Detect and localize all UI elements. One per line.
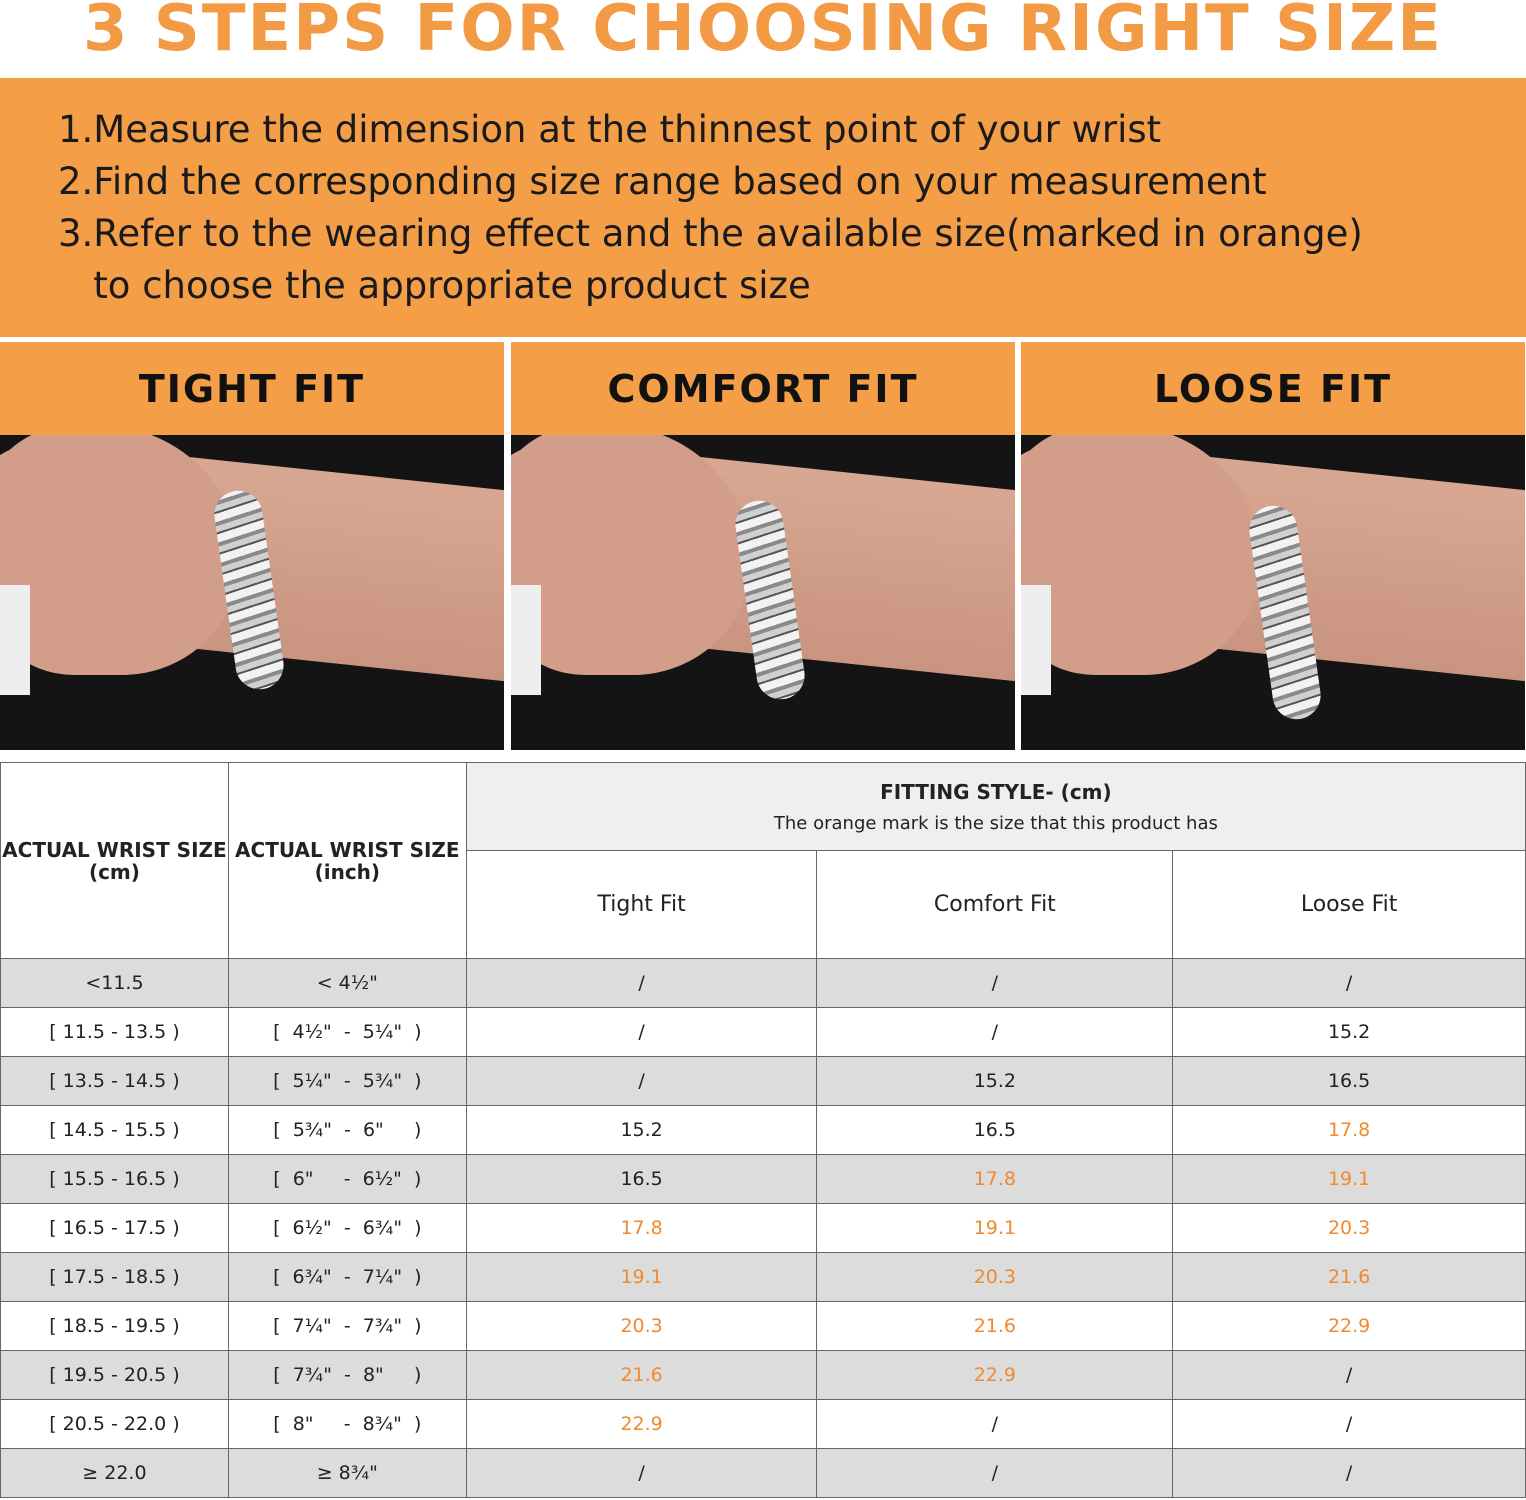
cell-tight: 19.1 <box>465 1252 818 1302</box>
cell-tight: 22.9 <box>465 1399 818 1449</box>
steps-banner: 1.Measure the dimension at the thinnest … <box>0 78 1526 337</box>
table-row: [ 15.5 - 16.5 )[ 6" - 6½" ) 16.5 17.8 19.1 <box>0 1154 1526 1204</box>
cell-loose: 22.9 <box>1172 1301 1526 1351</box>
cell-comfort: 20.3 <box>816 1252 1174 1302</box>
table-row: [ 19.5 - 20.5 )[ 7¾" - 8" ) 21.6 22.9/ <box>0 1350 1526 1400</box>
cell-comfort: 15.2 <box>816 1056 1174 1106</box>
cell-comfort: 17.8 <box>816 1154 1174 1204</box>
cell-tight: / <box>465 1007 818 1057</box>
cell-inch: < 4½" <box>227 958 467 1008</box>
cell-loose: 20.3 <box>1172 1203 1526 1253</box>
cell-inch: [ 5¾" - 6" ) <box>227 1105 467 1155</box>
table-row: [ 17.5 - 18.5 )[ 6¾" - 7¼" ) 19.1 20.3 21.6 <box>0 1252 1526 1302</box>
page-title: 3 STEPS FOR CHOOSING RIGHT SIZE <box>82 0 1444 66</box>
cell-inch: [ 5¼" - 5¾" ) <box>227 1056 467 1106</box>
cell-loose: 21.6 <box>1172 1252 1526 1302</box>
cell-cm: [ 14.5 - 15.5 ) <box>0 1105 229 1155</box>
cell-tight: 20.3 <box>465 1301 818 1351</box>
header-comfort: Comfort Fit <box>816 850 1174 959</box>
step-2: 2.Find the corresponding size range base… <box>58 160 1267 203</box>
fit-label: COMFORT FIT <box>511 342 1015 435</box>
cell-cm: [ 13.5 - 14.5 ) <box>0 1056 229 1106</box>
cell-comfort: 22.9 <box>816 1350 1174 1400</box>
cell-cm: [ 19.5 - 20.5 ) <box>0 1350 229 1400</box>
cell-comfort: / <box>816 1399 1174 1449</box>
cell-cm: [ 15.5 - 16.5 ) <box>0 1154 229 1204</box>
cell-tight: / <box>465 958 818 1008</box>
cell-inch: [ 6¾" - 7¼" ) <box>227 1252 467 1302</box>
fit-label: LOOSE FIT <box>1021 342 1525 435</box>
fit-panel-loose: LOOSE FIT <box>1021 342 1525 750</box>
cell-inch: [ 7¾" - 8" ) <box>227 1350 467 1400</box>
table-row: <11.5 < 4½" / / / <box>0 958 1526 1008</box>
cell-loose: / <box>1172 1399 1526 1449</box>
table-row: [ 18.5 - 19.5 )[ 7¼" - 7¾" ) 20.3 21.6 22.9 <box>0 1301 1526 1351</box>
cell-loose: / <box>1172 958 1526 1008</box>
fit-label: TIGHT FIT <box>0 342 504 435</box>
fit-panel-comfort: COMFORT FIT <box>511 342 1015 750</box>
cell-loose: 19.1 <box>1172 1154 1526 1204</box>
cell-comfort: / <box>816 1007 1174 1057</box>
cell-cm: [ 17.5 - 18.5 ) <box>0 1252 229 1302</box>
cell-comfort: 16.5 <box>816 1105 1174 1155</box>
cell-cm: [ 16.5 - 17.5 ) <box>0 1203 229 1253</box>
table-row: [ 13.5 - 14.5 )[ 5¼" - 5¾" )/15.2 16.5 <box>0 1056 1526 1106</box>
header-tight: Tight Fit <box>465 850 818 959</box>
table-row: [ 16.5 - 17.5 )[ 6½" - 6¾" ) 17.8 19.1 20.3 <box>0 1203 1526 1253</box>
cell-inch: [ 8" - 8¾" ) <box>227 1399 467 1449</box>
table-row: ≥ 22.0 ≥ 8¾" / / / <box>0 1448 1526 1498</box>
cell-tight: / <box>465 1056 818 1106</box>
wrist-photo <box>1021 435 1525 750</box>
fit-panel-tight: TIGHT FIT <box>0 342 504 750</box>
wrist-photo <box>0 435 504 750</box>
cell-cm: <11.5 <box>0 958 229 1008</box>
cell-cm: ≥ 22.0 <box>0 1448 229 1498</box>
cell-tight: 15.2 <box>465 1105 818 1155</box>
cell-inch: [ 4½" - 5¼" ) <box>227 1007 467 1057</box>
size-table: ACTUAL WRIST SIZE (cm) ACTUAL WRIST SIZE(… <box>0 762 1526 1498</box>
cell-loose: 17.8 <box>1172 1105 1526 1155</box>
cell-loose: 15.2 <box>1172 1007 1526 1057</box>
cell-inch: [ 7¼" - 7¾" ) <box>227 1301 467 1351</box>
table-row: [ 14.5 - 15.5 )[ 5¾" - 6" ) 15.2 16.5 17.8 <box>0 1105 1526 1155</box>
cell-cm: [ 18.5 - 19.5 ) <box>0 1301 229 1351</box>
cell-comfort: 21.6 <box>816 1301 1174 1351</box>
cell-inch: [ 6" - 6½" ) <box>227 1154 467 1204</box>
cell-tight: 16.5 <box>465 1154 818 1204</box>
cell-tight: 21.6 <box>465 1350 818 1400</box>
cell-loose: / <box>1172 1350 1526 1400</box>
step-3: 3.Refer to the wearing effect and the av… <box>58 212 1363 255</box>
header-cm: ACTUAL WRIST SIZE (cm) <box>0 762 229 959</box>
table-row: [ 20.5 - 22.0 )[ 8" - 8¾" ) 22.9// <box>0 1399 1526 1449</box>
cell-loose: 16.5 <box>1172 1056 1526 1106</box>
cell-comfort: / <box>816 958 1174 1008</box>
cell-cm: [ 11.5 - 13.5 ) <box>0 1007 229 1057</box>
wrist-photo <box>511 435 1015 750</box>
header-fitting-style: FITTING STYLE- (cm) The orange mark is th… <box>465 762 1526 851</box>
cell-tight: 17.8 <box>465 1203 818 1253</box>
cell-tight: / <box>465 1448 818 1498</box>
cell-cm: [ 20.5 - 22.0 ) <box>0 1399 229 1449</box>
header-loose: Loose Fit <box>1172 850 1526 959</box>
cell-comfort: / <box>816 1448 1174 1498</box>
table-row: [ 11.5 - 13.5 )[ 4½" - 5¼" ) //15.2 <box>0 1007 1526 1057</box>
cell-inch: ≥ 8¾" <box>227 1448 467 1498</box>
header-inch: ACTUAL WRIST SIZE (inch) <box>227 762 467 959</box>
cell-loose: / <box>1172 1448 1526 1498</box>
step-3-cont: to choose the appropriate product size <box>58 264 811 307</box>
cell-comfort: 19.1 <box>816 1203 1174 1253</box>
step-1: 1.Measure the dimension at the thinnest … <box>58 108 1162 151</box>
cell-inch: [ 6½" - 6¾" ) <box>227 1203 467 1253</box>
